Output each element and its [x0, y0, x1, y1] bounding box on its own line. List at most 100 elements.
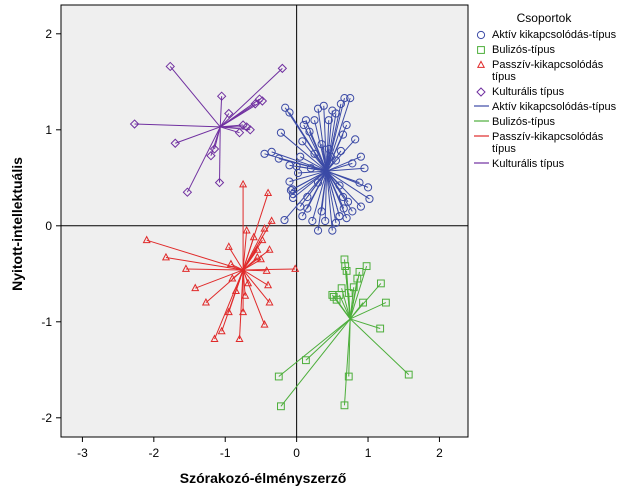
- spoke-line: [349, 287, 355, 319]
- x-tick-label: 0: [293, 446, 300, 460]
- spoke-line: [317, 171, 328, 231]
- data-point: [296, 152, 305, 161]
- data-point: [217, 326, 226, 335]
- spoke-line: [326, 167, 365, 172]
- data-point: [359, 298, 367, 307]
- spoke-line: [214, 269, 244, 340]
- legend-label: típus: [492, 143, 516, 155]
- data-point: [226, 259, 235, 268]
- data-point: [286, 186, 296, 195]
- spoke-line: [299, 156, 327, 172]
- spoke-line: [323, 105, 328, 172]
- spoke-line: [228, 246, 244, 271]
- data-point: [260, 320, 269, 328]
- legend-label: Aktív kikapcsolódás-típus: [492, 101, 617, 113]
- spoke-line: [242, 269, 246, 296]
- x-tick-label: -3: [77, 446, 88, 460]
- data-point: [277, 402, 285, 411]
- spoke-line: [343, 318, 351, 406]
- spoke-line: [165, 256, 244, 271]
- spoke-line: [219, 96, 223, 127]
- data-point: [161, 252, 170, 261]
- spoke-line: [292, 170, 327, 199]
- x-tick-label: 2: [436, 446, 443, 460]
- spoke-line: [309, 131, 328, 172]
- data-point: [231, 286, 240, 294]
- series-group-2: [142, 179, 300, 342]
- data-point: [274, 372, 283, 381]
- data-point: [256, 254, 265, 263]
- spoke-line: [242, 269, 265, 325]
- axes-layer: -3 -2 -1 0 1 2 -2 -1 0 1 2: [41, 27, 443, 460]
- data-point: [239, 307, 248, 316]
- data-point: [288, 185, 297, 194]
- spoke-line: [134, 123, 221, 128]
- spoke-line: [326, 98, 345, 172]
- data-point: [253, 252, 262, 261]
- y-tick-label: 0: [45, 219, 52, 233]
- data-point: [348, 207, 357, 216]
- data-point: [342, 120, 351, 130]
- data-point: [181, 264, 190, 272]
- legend-label: Passzív-kikapcsolódás: [492, 59, 604, 71]
- spoke-line: [169, 66, 221, 128]
- spoke-line: [326, 139, 356, 172]
- legend-label: Kulturális típus: [492, 86, 565, 98]
- data-point: [362, 262, 371, 271]
- data-point: [224, 307, 233, 316]
- data-point: [241, 122, 252, 132]
- data-point: [285, 108, 294, 117]
- data-point: [339, 204, 348, 213]
- spoke-line: [326, 171, 333, 231]
- data-point: [280, 215, 289, 225]
- data-point: [291, 264, 300, 272]
- legend-marker: [476, 87, 486, 97]
- spoke-line: [195, 269, 244, 289]
- data-point: [331, 218, 341, 228]
- data-point: [277, 63, 288, 74]
- data-point: [285, 177, 294, 186]
- data-point: [324, 144, 333, 154]
- data-point: [344, 372, 353, 381]
- data-point: [338, 192, 348, 202]
- spoke-line: [326, 134, 344, 172]
- data-point: [376, 324, 385, 333]
- data-point: [363, 183, 373, 192]
- data-point: [326, 152, 336, 161]
- data-point: [298, 212, 307, 221]
- data-point: [313, 226, 323, 235]
- spoke-line: [326, 170, 345, 209]
- spoke-line: [326, 170, 349, 203]
- data-point: [310, 149, 319, 158]
- data-point: [324, 116, 333, 125]
- data-point: [332, 295, 341, 304]
- data-point: [321, 216, 330, 226]
- data-point: [340, 94, 349, 103]
- spoke-line: [339, 294, 351, 320]
- legend-label: Bulizós-típus: [492, 116, 555, 128]
- data-point: [301, 116, 311, 125]
- data-point: [336, 146, 346, 156]
- data-point: [302, 356, 310, 365]
- data-point: [165, 61, 175, 72]
- data-point: [292, 162, 301, 171]
- data-point: [329, 292, 338, 301]
- spoke-line: [280, 132, 327, 172]
- spoke-line: [175, 126, 221, 144]
- data-point: [260, 224, 269, 232]
- spoke-line: [219, 126, 221, 183]
- data-point: [206, 151, 216, 161]
- spoke-line: [350, 318, 381, 329]
- data-point: [298, 137, 307, 146]
- y-axis-title: Nyitott-intellektuális: [9, 157, 25, 291]
- data-point: [338, 130, 348, 139]
- data-point: [242, 225, 251, 234]
- data-point: [317, 207, 326, 216]
- spoke-line: [349, 318, 410, 375]
- data-point: [281, 103, 290, 112]
- data-point: [346, 94, 355, 103]
- data-point: [381, 298, 390, 307]
- data-point: [306, 164, 316, 173]
- x-tick-label: -1: [220, 446, 231, 460]
- data-point: [303, 192, 312, 202]
